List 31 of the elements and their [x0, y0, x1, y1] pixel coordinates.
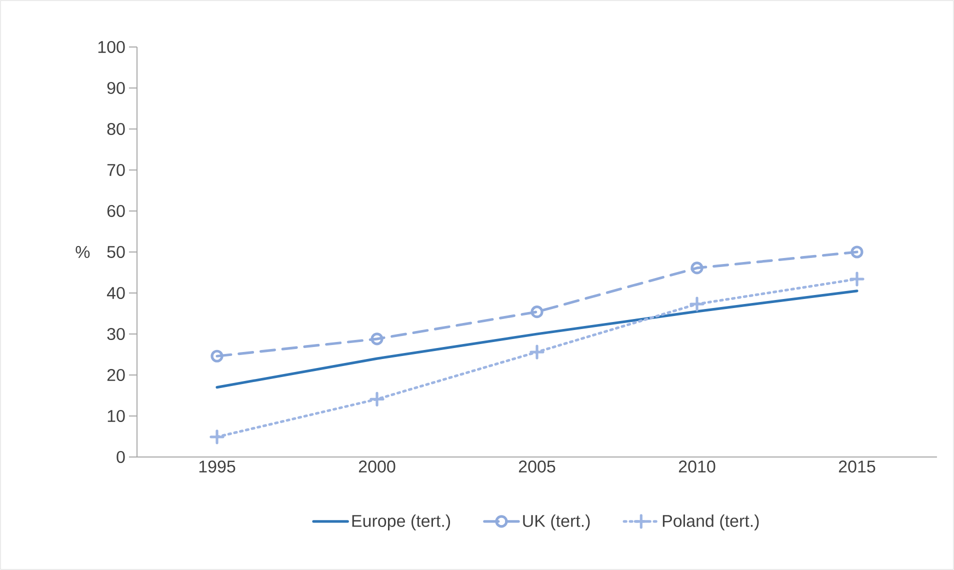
legend-label: Europe (tert.) — [352, 514, 450, 530]
y-tick-label: 0 — [116, 450, 125, 464]
point — [690, 296, 704, 312]
legend-label: Poland (tert.) — [662, 514, 759, 530]
point — [210, 350, 224, 362]
point — [530, 344, 544, 360]
x-tick-label: 1995 — [199, 460, 236, 473]
point — [370, 332, 384, 346]
line-series — [216, 290, 858, 389]
y-tick-label: 50 — [107, 246, 125, 258]
point — [850, 246, 864, 258]
y-tick-label: 70 — [107, 164, 125, 176]
legend-label: UK (tert.) — [523, 514, 590, 530]
point — [530, 306, 544, 318]
x-tick-label: 2010 — [678, 460, 716, 473]
y-tick-label: 90 — [107, 82, 125, 94]
y-tick-label: 20 — [107, 368, 125, 382]
x-tick-label: 2015 — [838, 460, 876, 473]
y-tick-label: 100 — [98, 40, 125, 54]
point — [370, 392, 384, 406]
y-tick-label: 10 — [108, 410, 125, 422]
point — [690, 262, 704, 274]
x-tick-label: 2000 — [358, 460, 396, 473]
y-tick-label: 80 — [107, 122, 125, 136]
y-tick-label: 40 — [106, 286, 125, 300]
point — [210, 430, 224, 444]
y-tick-label: 60 — [107, 204, 125, 218]
y-tick-label: 30 — [107, 328, 125, 340]
y-axis-title: % — [76, 246, 90, 258]
x-tick-label: 2005 — [518, 460, 556, 473]
point — [850, 272, 864, 286]
